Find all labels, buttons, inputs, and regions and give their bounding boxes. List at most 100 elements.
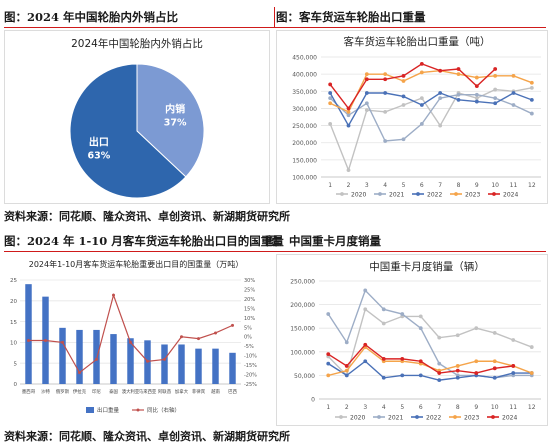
truck-point-2021 [344,340,349,345]
export-point-2020 [419,96,424,101]
truck-point-2021 [418,326,423,331]
dest-ytick: 20 [10,299,17,305]
truck-point-2024 [492,366,497,371]
export-point-2023 [493,73,498,78]
truck-ytick: 150,000 [290,326,315,333]
export-xtick: 7 [438,182,442,189]
export-point-2022 [401,94,406,99]
dest-y2tick: -5% [244,344,254,350]
dest-y2tick: 10% [244,316,255,322]
dest-yoy-point [197,337,200,341]
export-point-2021 [529,111,534,116]
dest-yoy-point [163,357,166,361]
dest-yoy-point [180,335,183,339]
dest-y2tick: -15% [244,363,257,369]
dest-xtick: 越南 [211,388,220,395]
export-xtick: 9 [475,182,479,189]
export-weight-chart: 客车货运车轮胎出口重量（吨） 100,000 150,000 200,000 250,0… [292,35,541,198]
export-ytick: 150,000 [292,157,317,164]
truck-point-2024 [363,342,368,347]
truck-xtick: 6 [419,404,423,411]
export-ytick: 100,000 [292,175,317,182]
truck-point-2022 [437,378,442,383]
export-point-2021 [511,103,516,107]
export-ytick: 200,000 [292,140,317,147]
truck-ytick: 100,000 [290,349,315,356]
truck-point-2024 [437,371,442,375]
export-legend-marker [340,192,344,196]
pie-panel: 2024年中国轮胎内外销占比 内销 37% 出口 63% [4,30,270,204]
truck-point-2020 [455,333,460,338]
dest-xtick: 巴西 [228,389,237,395]
pie-title: 2024年中国轮胎内外销占比 [71,37,203,50]
dest-yoy-point [214,331,217,335]
export-point-2021 [438,96,443,101]
export-point-2020 [438,123,443,128]
truck-ytick: 250,000 [290,279,315,286]
export-legend-marker [492,192,496,196]
export-point-2020 [383,109,388,114]
export-point-2020 [328,121,333,126]
truck-point-2021 [437,361,442,366]
dest-ytick: 0 [14,382,18,388]
export-legend-label: 2022 [427,191,442,198]
export-ytick: 250,000 [292,123,317,130]
source-note-bottom: 资料来源：同花顺、隆众资讯、卓创资讯、新湖期货研究所 [4,430,290,443]
export-point-2022 [328,91,333,95]
export-legend-marker [454,192,458,196]
dest-xtick: 印尼 [92,388,101,395]
truck-point-2020 [474,326,479,331]
truck-ytick: 50,000 [294,373,315,380]
truck-xtick: 5 [400,404,404,411]
truck-sales-chart: 中国重卡月度销量（辆） 0 50,000 100,000 150,000 200,000 2… [290,260,541,421]
export-legend-marker [378,192,382,196]
export-xtick: 8 [457,182,461,189]
truck-point-2022 [400,373,405,378]
export-xtick: 12 [528,182,536,189]
export-xtick: 2 [347,182,351,189]
truck-xtick: 10 [491,404,499,411]
truck-point-2021 [326,312,331,316]
export-point-2021 [456,92,461,97]
dest-legend-bar-swatch [86,407,94,413]
destinations-chart: 2024年1-10月客车货运车轮胎重要出口目的国重量（万吨） 0 5 10 15 20 25… [10,259,257,414]
truck-point-2023 [529,371,534,375]
export-ytick: 400,000 [292,72,317,79]
export-point-2021 [419,121,424,126]
export-point-2021 [364,101,369,106]
truck-point-2023 [326,373,331,378]
dest-yoy-point [61,340,64,344]
dest-xtick: 墨西哥 [22,389,36,395]
truck-point-2024 [474,371,479,375]
dest-xtick: 加拿大 [175,388,189,395]
dest-y2tick: 20% [244,297,255,303]
export-point-2024 [364,77,369,82]
export-point-2023 [401,79,406,83]
export-point-2022 [364,91,369,95]
dest-ytick: 25 [10,278,17,284]
truck-legend-label: 2023 [464,414,479,421]
export-xtick: 4 [383,182,387,189]
dest-xtick: 菲律宾 [192,388,206,395]
export-point-2022 [383,91,388,95]
export-xtick: 10 [491,182,499,189]
export-xtick: 11 [510,182,518,189]
dest-bar-5 [110,334,117,384]
truck-legend-label: 2020 [350,414,365,421]
truck-point-2022 [455,375,460,380]
dest-yoy-point [44,339,47,343]
export-xtick: 1 [328,182,332,189]
dest-y2tick: -20% [244,373,257,379]
truck-xtick: 3 [363,404,367,411]
export-point-2023 [474,75,479,80]
export-point-2023 [383,72,388,77]
truck-point-2022 [326,361,331,366]
dest-y2tick: 30% [244,278,255,284]
dest-bar-12 [229,352,236,384]
truck-xtick: 11 [509,404,517,411]
truck-legend-marker [453,415,457,419]
export-ytick: 300,000 [292,106,317,113]
export-point-2021 [346,113,351,118]
truck-xtick: 7 [437,404,441,411]
dest-xtick: 马来西亚 [139,388,157,395]
